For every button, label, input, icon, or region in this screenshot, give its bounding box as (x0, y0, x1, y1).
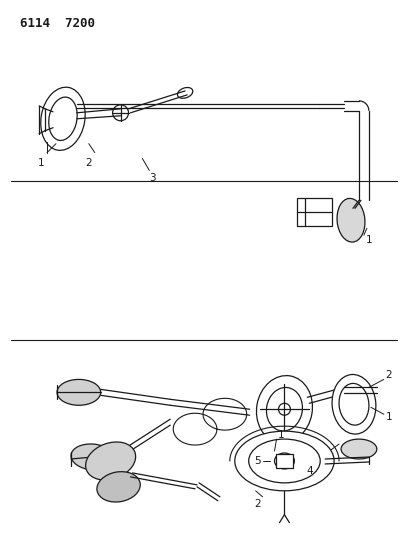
Ellipse shape (86, 442, 136, 480)
Ellipse shape (57, 379, 101, 405)
Ellipse shape (235, 431, 334, 491)
Ellipse shape (97, 472, 140, 502)
Text: 1: 1 (38, 158, 44, 167)
Text: 2: 2 (386, 370, 392, 381)
Bar (297, 198, 332, 226)
Text: 2: 2 (86, 158, 92, 167)
Ellipse shape (332, 375, 376, 434)
Text: 1: 1 (386, 412, 392, 422)
Ellipse shape (257, 376, 313, 443)
Ellipse shape (337, 198, 365, 242)
Text: 4: 4 (306, 466, 313, 476)
Ellipse shape (71, 444, 115, 470)
Text: 3: 3 (149, 173, 156, 183)
Text: 1: 1 (366, 235, 372, 245)
Text: 2: 2 (254, 499, 261, 509)
Ellipse shape (341, 439, 377, 459)
Bar (275, 454, 293, 468)
Text: 1: 1 (278, 430, 285, 440)
Ellipse shape (41, 87, 85, 150)
Text: 5: 5 (254, 456, 261, 466)
Text: 6114  7200: 6114 7200 (20, 17, 95, 30)
Ellipse shape (275, 453, 295, 469)
